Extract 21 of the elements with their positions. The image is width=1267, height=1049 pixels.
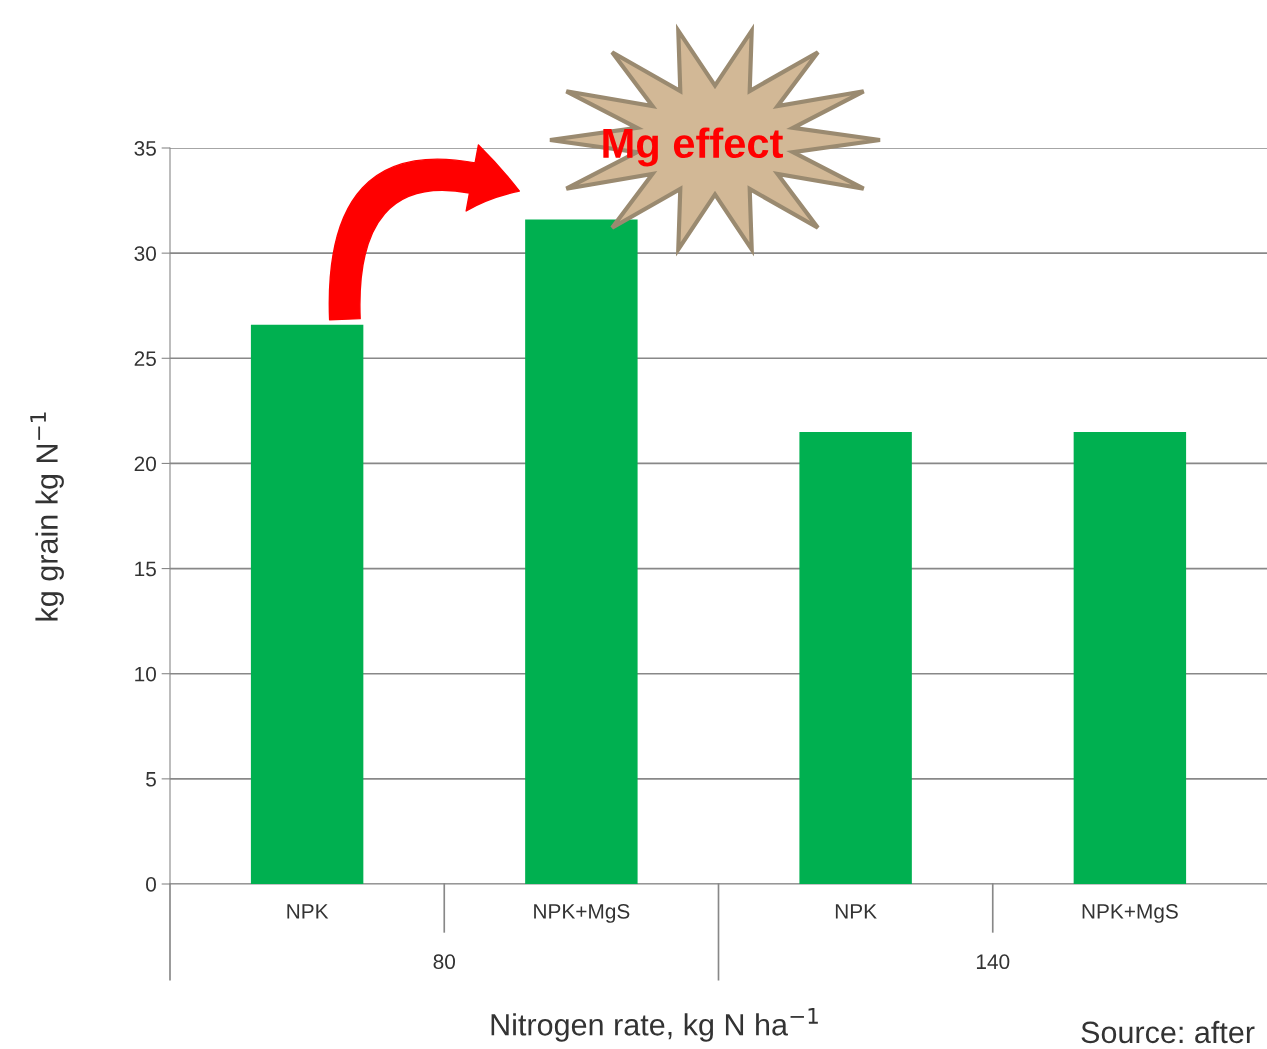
y-tick-label: 5 — [146, 772, 156, 787]
x-tick-label: NPK+MgS — [534, 903, 630, 923]
annotation: Mg effect — [603, 127, 783, 167]
y-tick-label: 10 — [135, 666, 156, 682]
text: 140 — [976, 954, 1010, 970]
y-tick-label: 0 — [146, 877, 156, 892]
x-tick-label: NPK — [835, 904, 877, 919]
x-tick-label: NPK+MgS — [1082, 903, 1178, 923]
y-tick-label: 30 — [134, 246, 156, 261]
source-note: Source: after — [1081, 1020, 1255, 1044]
bar — [250, 324, 364, 884]
text: 80 — [433, 954, 456, 970]
bar — [799, 431, 912, 884]
y-tick-label: 35 — [134, 141, 156, 156]
y-axis-title: kg grain kg N$^{−1}$ — [30, 412, 64, 621]
x-axis-title: Nitrogen rate, kg N ha$^{−1}$ — [491, 1008, 818, 1042]
y-tick-label: 20 — [134, 456, 156, 472]
y-tick-label: 15 — [135, 561, 156, 577]
y-tick-label: 25 — [134, 351, 156, 367]
bar — [1073, 431, 1187, 884]
x-tick-label: NPK — [287, 904, 329, 919]
